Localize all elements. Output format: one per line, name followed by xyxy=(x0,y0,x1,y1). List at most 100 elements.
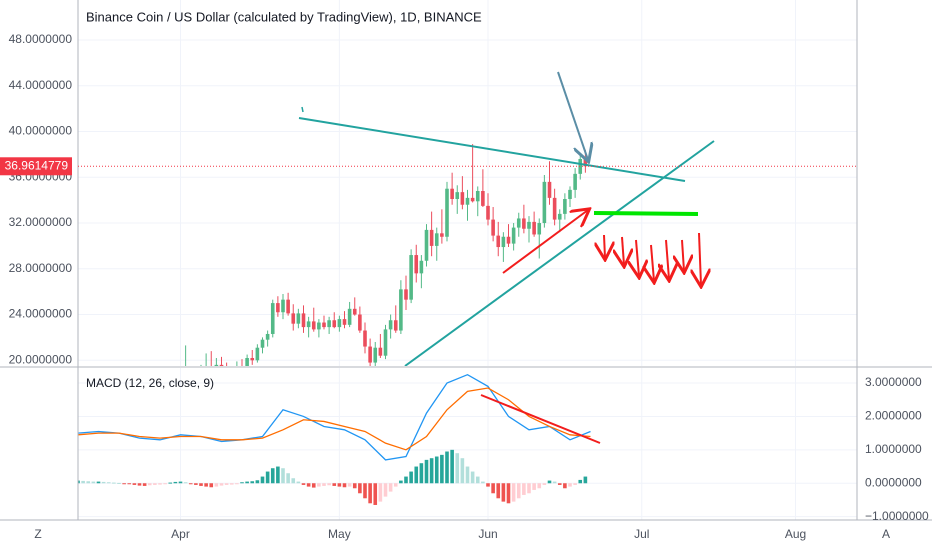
y-tick-label: 28.0000000 xyxy=(9,261,73,275)
candle-body xyxy=(429,229,434,246)
histogram-bar xyxy=(168,482,173,484)
candle-body xyxy=(358,314,362,331)
histogram-bar xyxy=(78,480,80,484)
histogram-bar xyxy=(527,483,531,494)
candle-body xyxy=(368,346,372,363)
candle-body xyxy=(399,289,403,331)
candle-body xyxy=(214,364,219,366)
y-tick-label: 3.0000000 xyxy=(865,375,922,389)
histogram-bar xyxy=(235,483,239,485)
x-tick-label: Aug xyxy=(785,527,806,541)
candle-body xyxy=(552,197,557,220)
down-arrow xyxy=(636,239,639,276)
candle-body xyxy=(573,173,577,190)
candle-body xyxy=(291,313,296,324)
auto-scale-button[interactable]: A xyxy=(882,527,890,541)
candle-body xyxy=(501,236,506,248)
candle-body xyxy=(230,371,234,377)
histogram-bar xyxy=(219,483,224,486)
down-arrow xyxy=(622,236,624,265)
histogram-bar xyxy=(96,481,101,484)
candle-body xyxy=(419,260,424,274)
candle-body xyxy=(265,333,270,340)
candle-body xyxy=(496,235,501,248)
histogram-bar xyxy=(363,483,367,499)
histogram-bar xyxy=(86,481,91,484)
histogram-bar xyxy=(537,483,542,489)
histogram-bar xyxy=(563,483,567,489)
candle-body xyxy=(388,320,393,330)
candle-body xyxy=(373,347,378,363)
histogram-bar xyxy=(583,476,588,484)
candle-body xyxy=(563,199,567,214)
candle-body xyxy=(486,205,490,220)
histogram-bar xyxy=(491,483,495,494)
histogram-bar xyxy=(542,483,547,485)
toolbar-button[interactable]: Z xyxy=(34,527,41,541)
candle-body xyxy=(322,322,326,328)
candle-body xyxy=(409,255,413,300)
candle-body xyxy=(250,357,255,361)
candle-body xyxy=(342,319,347,325)
y-tick-label: 2.0000000 xyxy=(865,409,922,423)
histogram-bar xyxy=(368,483,372,504)
histogram-bar xyxy=(547,480,552,484)
histogram-bar xyxy=(147,483,152,486)
histogram-bar xyxy=(434,456,439,484)
candle-body xyxy=(281,299,285,313)
macd-pane xyxy=(78,373,591,505)
histogram-bar xyxy=(163,483,167,485)
histogram-bar xyxy=(424,459,429,484)
zoom-button[interactable]: Z xyxy=(34,527,41,541)
indicator-line xyxy=(78,373,591,461)
histogram-bar xyxy=(460,458,465,484)
histogram-bar xyxy=(352,483,357,489)
down-arrow xyxy=(604,234,605,258)
histogram-bar xyxy=(158,483,162,485)
histogram-bar xyxy=(214,483,219,487)
histogram-bar xyxy=(486,483,490,487)
histogram-bar xyxy=(296,481,301,484)
histogram-bar xyxy=(496,483,501,499)
histogram-bar xyxy=(250,481,255,484)
candle-body xyxy=(352,308,357,315)
divergence-line xyxy=(480,394,601,444)
histogram-bar xyxy=(552,481,557,484)
histogram-bar xyxy=(440,454,444,484)
trend-line xyxy=(298,117,686,182)
candle-body xyxy=(255,347,260,361)
histogram-bar xyxy=(337,483,342,487)
candle-body xyxy=(296,313,301,324)
candle-body xyxy=(460,192,465,205)
histogram-bar xyxy=(516,483,521,499)
histogram-bar xyxy=(142,483,147,486)
histogram-bar xyxy=(383,483,388,497)
histogram-bar xyxy=(475,476,480,484)
candle-body xyxy=(424,229,429,261)
candle-body xyxy=(506,236,511,244)
candle-body xyxy=(465,197,470,205)
histogram-bar xyxy=(194,483,198,485)
candle-body xyxy=(527,221,531,229)
y-tick-label: 20.0000000 xyxy=(9,352,73,366)
indicator-title: MACD (12, 26, close, 9) xyxy=(86,376,214,390)
histogram-bar xyxy=(465,466,470,484)
candle-body xyxy=(542,181,547,224)
chart-title: Binance Coin / US Dollar (calculated by … xyxy=(86,9,482,24)
x-tick-label: Apr xyxy=(171,527,190,541)
candle-body xyxy=(337,319,342,328)
candle-body xyxy=(475,191,480,202)
y-tick-label: 40.0000000 xyxy=(9,124,73,138)
histogram-bar xyxy=(281,468,285,484)
candle-body xyxy=(491,219,495,236)
histogram-bar xyxy=(445,451,449,484)
price-grid xyxy=(78,0,857,366)
histogram-bar xyxy=(137,483,142,486)
histogram-bar xyxy=(204,483,208,487)
histogram-bar xyxy=(322,483,326,486)
histogram-bar xyxy=(342,483,347,488)
candle-body xyxy=(557,213,562,220)
histogram-bar xyxy=(270,468,275,484)
histogram-bar xyxy=(404,476,408,484)
toolbar-button[interactable]: A xyxy=(882,527,890,541)
